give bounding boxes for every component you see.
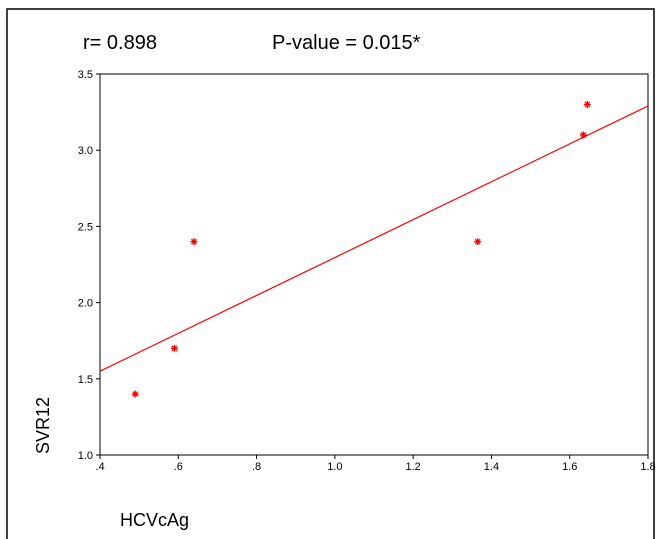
y-tick-label: 2.0 [78, 298, 93, 310]
x-tick-label: 1.6 [562, 461, 577, 473]
data-point-stroke [132, 391, 139, 397]
figure-frame [6, 8, 655, 539]
y-tick-label: 1.5 [78, 374, 93, 386]
data-point [474, 238, 482, 246]
y-tick-label: 3.5 [78, 69, 93, 81]
data-point-stroke [474, 238, 481, 245]
x-axis-title: HCVcAg [120, 510, 189, 530]
x-tick-label: 1.4 [484, 461, 499, 473]
fit-line [99, 105, 649, 372]
data-point [190, 238, 198, 246]
data-point [583, 100, 591, 108]
x-tick-label: 1.0 [327, 461, 342, 473]
y-tick-label: 1.0 [78, 450, 93, 462]
x-tick-label: 1.8 [640, 461, 655, 473]
ticks-layer: .4 .6 .8 1.0 1.2 1.4 1.6 1.8 1.0 1.5 2.0 2.5 3.0 3.5 [78, 69, 656, 473]
data-point-stroke [171, 345, 178, 352]
fit-line-layer [99, 105, 649, 372]
x-tick-label: 1.2 [405, 461, 420, 473]
data-point-stroke [191, 238, 197, 245]
data-point-stroke [580, 132, 587, 138]
data-point [579, 131, 587, 139]
p-value-text: P-value = 0.015* [272, 32, 421, 54]
points-layer [131, 100, 591, 398]
data-point-stroke [584, 101, 591, 108]
correlation-coefficient-text: r= 0.898 [83, 32, 157, 54]
plot-area [99, 73, 649, 456]
y-axis-title: SVR12 [33, 397, 53, 454]
x-tick-label: .6 [174, 461, 183, 473]
data-point [170, 344, 178, 352]
data-point [131, 390, 139, 398]
y-tick-label: 3.0 [78, 145, 93, 157]
y-tick-label: 2.5 [78, 221, 93, 233]
x-tick-label: .8 [252, 461, 261, 473]
x-tick-label: .4 [95, 461, 104, 473]
